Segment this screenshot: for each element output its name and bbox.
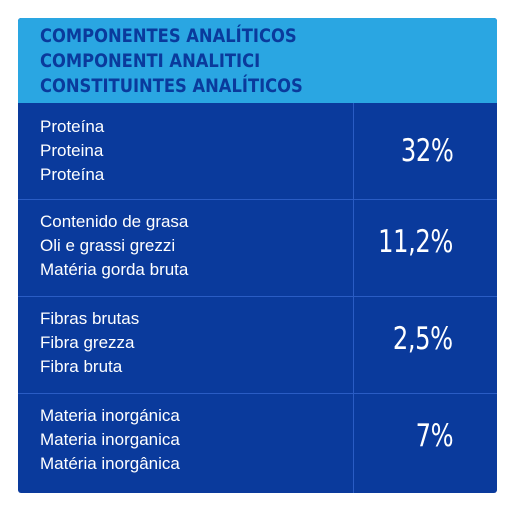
row-label-it: Fibra grezza xyxy=(40,333,135,352)
row-label-it: Oli e grassi grezzi xyxy=(40,236,176,255)
header-title-it: COMPONENTI ANALITICI xyxy=(40,50,261,72)
row-label-pt: Matéria inorgânica xyxy=(40,454,180,473)
row-label-es: Contenido de grasa xyxy=(40,212,189,231)
analytical-components-table: COMPONENTES ANALÍTICOS COMPONENTI ANALIT… xyxy=(18,18,497,493)
table-row-ash: Materia inorgánica Materia inorganica Ma… xyxy=(18,394,497,493)
row-label-es: Fibras brutas xyxy=(40,309,140,328)
row-label-pt: Matéria gorda bruta xyxy=(40,260,189,279)
column-divider xyxy=(353,103,354,493)
row-label-pt: Fibra bruta xyxy=(40,357,123,376)
row-divider xyxy=(18,393,497,394)
table-row-fiber: Fibras brutas Fibra grezza Fibra bruta 2… xyxy=(18,297,497,393)
row-label-pt: Proteína xyxy=(40,165,105,184)
row-value: 2,5% xyxy=(393,321,453,357)
row-value: 11,2% xyxy=(378,224,453,260)
row-divider xyxy=(18,296,497,297)
row-label-es: Materia inorgánica xyxy=(40,406,180,425)
row-label-es: Proteína xyxy=(40,117,105,136)
header-title-pt: CONSTITUINTES ANALÍTICOS xyxy=(40,75,303,97)
row-divider xyxy=(18,199,497,200)
row-label-it: Proteina xyxy=(40,141,104,160)
row-value: 7% xyxy=(415,418,453,454)
row-label-it: Materia inorganica xyxy=(40,430,180,449)
table-header: COMPONENTES ANALÍTICOS COMPONENTI ANALIT… xyxy=(18,18,497,103)
header-title-es: COMPONENTES ANALÍTICOS xyxy=(40,25,297,47)
table-row-fat: Contenido de grasa Oli e grassi grezzi M… xyxy=(18,200,497,296)
table-row-protein: Proteína Proteina Proteína 32% xyxy=(18,103,497,199)
row-value: 32% xyxy=(400,133,453,169)
